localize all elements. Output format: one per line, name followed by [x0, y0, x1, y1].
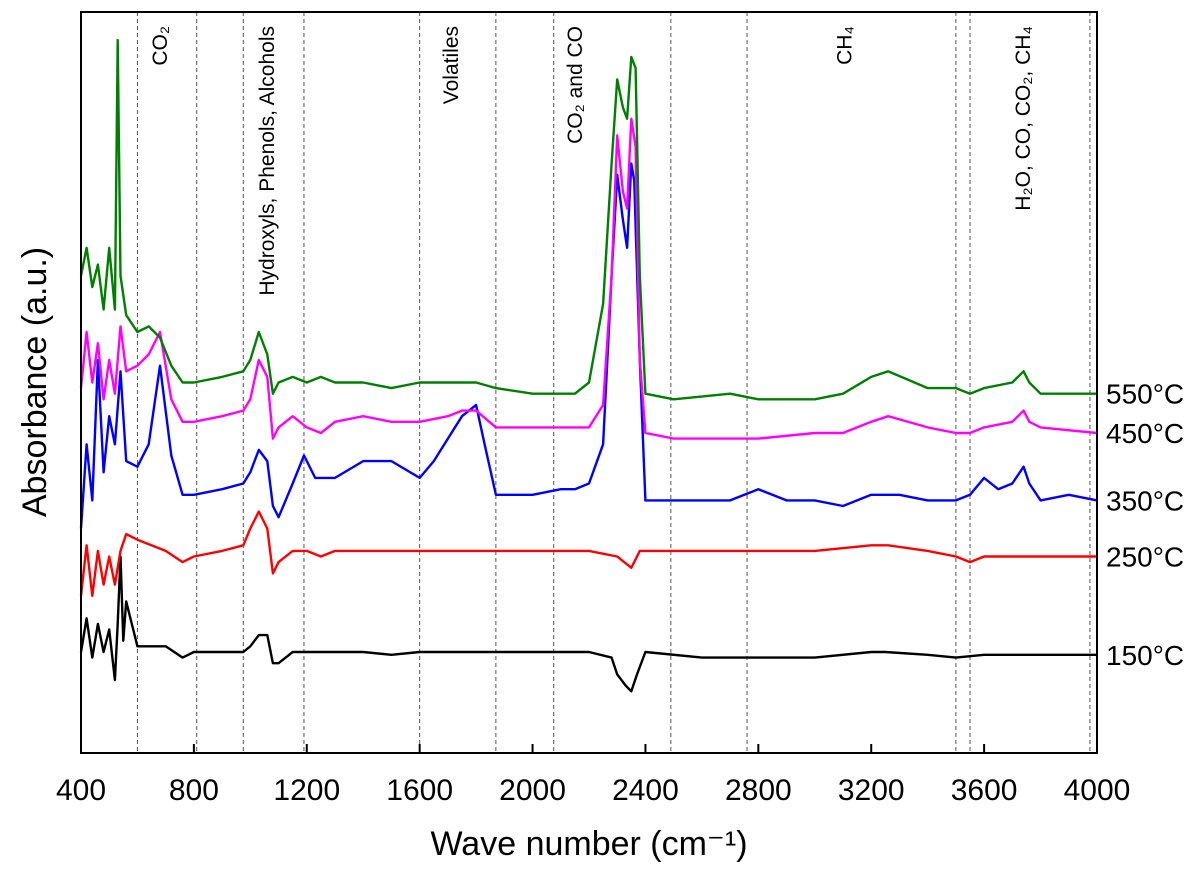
x-tick-label-6: 2800	[725, 774, 792, 807]
x-tick-label-9: 4000	[1064, 774, 1131, 807]
x-tick-label-2: 1200	[273, 774, 340, 807]
x-tick-label-0: 400	[56, 774, 106, 807]
x-tick-label-5: 2400	[612, 774, 679, 807]
x-tick-label-4: 2000	[499, 774, 566, 807]
x-axis: 400 800 1200 1600 2000 2400 2800 3200 3600 4000	[56, 744, 1130, 807]
x-tick-label-1: 800	[169, 774, 219, 807]
series-label-2: 350°C	[1106, 485, 1184, 516]
x-tick-label-7: 3200	[838, 774, 905, 807]
region-label-co2: CO₂	[149, 26, 172, 66]
x-tick-label-8: 3600	[951, 774, 1018, 807]
series-line-1	[79, 510, 1097, 597]
series-line-3	[79, 117, 1098, 440]
x-axis-title: Wave number (cm⁻¹)	[430, 825, 747, 863]
plot-frame	[80, 11, 1098, 754]
region-label-volatiles: Volatiles	[440, 26, 463, 104]
x-tick-label-3: 1600	[386, 774, 453, 807]
region-label-hydroxyls: Hydroxyls, Phenols, Alcohols	[256, 26, 279, 296]
series-layer	[79, 38, 1098, 693]
reference-lines	[136, 12, 1091, 753]
region-label-ch4: CH₄	[834, 26, 857, 65]
region-label-h2o-co-co2-ch4: H₂O, CO, CO₂, CH₄	[1012, 26, 1035, 211]
series-line-2	[79, 162, 1098, 529]
series-label-4: 550°C	[1106, 379, 1184, 410]
series-label-1: 250°C	[1106, 542, 1184, 573]
region-labels: CO₂ Hydroxyls, Phenols, Alcohols Volatiles…	[149, 26, 1035, 296]
series-line-0	[79, 555, 1097, 693]
series-labels: 150°C 250°C 350°C 450°C 550°C	[1106, 379, 1184, 671]
series-label-3: 450°C	[1106, 418, 1184, 449]
series-label-0: 150°C	[1106, 640, 1184, 671]
y-axis-title: Absorbance (a.u.)	[16, 247, 54, 517]
region-label-co2-co: CO₂ and CO	[564, 26, 587, 144]
series-line-4	[79, 38, 1097, 401]
